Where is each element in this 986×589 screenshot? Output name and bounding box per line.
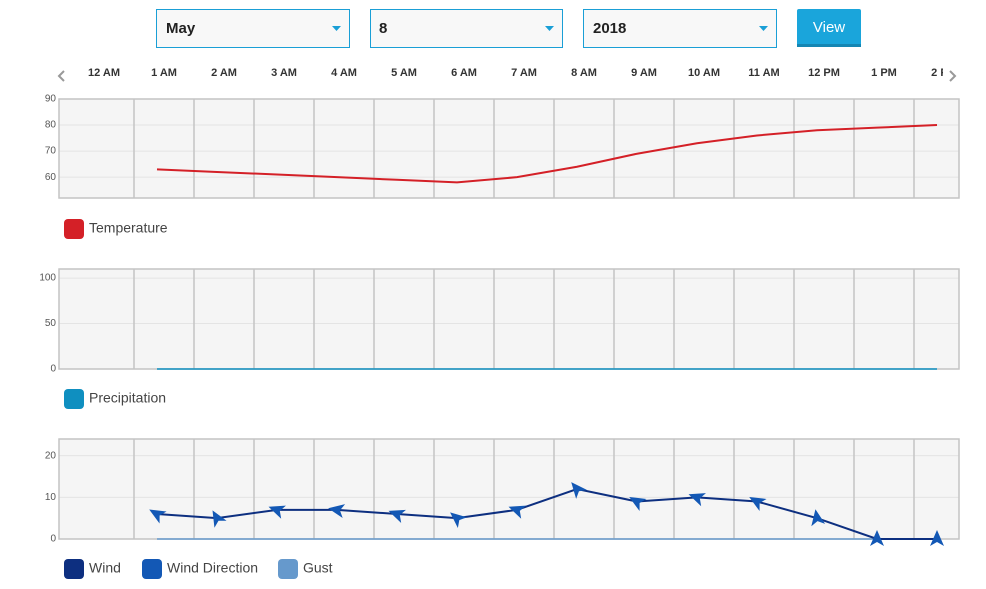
legend-label: Wind Direction [167, 560, 258, 576]
select-box[interactable] [156, 9, 350, 48]
y-tick-label: 0 [50, 534, 56, 545]
wind-arrow [388, 509, 406, 523]
y-tick-label: 10 [45, 492, 57, 503]
caret [759, 26, 768, 31]
wind-arrow [212, 510, 227, 528]
legend-swatch [278, 559, 298, 579]
hour-labels: 12 AM 1 AM 2 AM 3 AM 4 AM 5 AM 6 AM 7 AM 8 AM 9 A… [88, 67, 957, 79]
hour-label: 7 AM [511, 67, 537, 79]
wind-arrow [328, 504, 346, 518]
hour-label: 3 AM [271, 67, 297, 79]
legend-label: Precipitation [89, 390, 166, 406]
plot-area [59, 269, 959, 369]
wind-arrow [571, 482, 587, 499]
hour-label: 12 AM [88, 67, 120, 79]
series-line [156, 124, 938, 184]
select-box[interactable] [583, 9, 777, 48]
y-tick-label: 60 [45, 172, 57, 183]
hour-label: 2 AM [211, 67, 237, 79]
caret [545, 26, 554, 31]
plot-border [58, 98, 960, 199]
legend-swatch [64, 389, 84, 409]
day-value: 8 [379, 20, 387, 37]
y-tick-label: 70 [45, 146, 57, 157]
legend-swatch [64, 559, 84, 579]
y-tick-label: 80 [45, 120, 57, 131]
legend-swatch [64, 219, 84, 239]
wind-arrow [811, 509, 826, 527]
y-tick-label: 20 [45, 450, 57, 461]
wind-arrow [688, 493, 706, 507]
wind-arrow [629, 497, 647, 512]
legend-swatch [142, 559, 162, 579]
view-button[interactable]: View [797, 9, 861, 47]
hour-label: 10 AM [688, 67, 720, 79]
y-tick-label: 100 [39, 273, 56, 284]
caret [332, 26, 341, 31]
hour-label: 2 PM [931, 67, 957, 79]
wind-arrow [508, 505, 526, 519]
hour-label: 1 PM [871, 67, 897, 79]
legend-label: Temperature [89, 220, 168, 236]
wind-arrow [749, 497, 767, 512]
wind-arrow [149, 509, 167, 524]
next-arrow[interactable] [949, 70, 957, 82]
select-box[interactable] [370, 9, 563, 48]
hour-label: 6 AM [451, 67, 477, 79]
legend-label: Wind [89, 560, 121, 576]
month-select[interactable]: May [156, 9, 350, 48]
hour-label: 12 PM [808, 67, 840, 79]
hour-label: 5 AM [391, 67, 417, 79]
wind-arrow [930, 530, 944, 546]
hour-label: 4 AM [331, 67, 357, 79]
day-select[interactable]: 8 [370, 9, 563, 48]
y-tick-label: 50 [45, 318, 57, 329]
hour-label: 11 AM [748, 67, 779, 79]
wind-arrow [268, 505, 286, 519]
year-select[interactable]: 2018 [583, 9, 777, 48]
button-bg[interactable] [797, 9, 861, 47]
y-tick-label: 0 [50, 364, 56, 375]
year-value: 2018 [593, 20, 626, 37]
wind-arrow [450, 512, 467, 529]
y-tick-label: 90 [45, 94, 57, 105]
plot-area [59, 99, 959, 198]
prev-arrow[interactable] [57, 70, 65, 82]
button-label[interactable]: View [813, 19, 845, 36]
hour-label: 9 AM [631, 67, 657, 79]
hour-label: 1 AM [151, 67, 177, 79]
legend-label: Gust [303, 560, 333, 576]
wind-arrow [870, 530, 884, 546]
button-shadow [797, 44, 861, 47]
series-line [156, 487, 937, 540]
month-value: May [166, 20, 196, 37]
hour-label: 8 AM [571, 67, 597, 79]
